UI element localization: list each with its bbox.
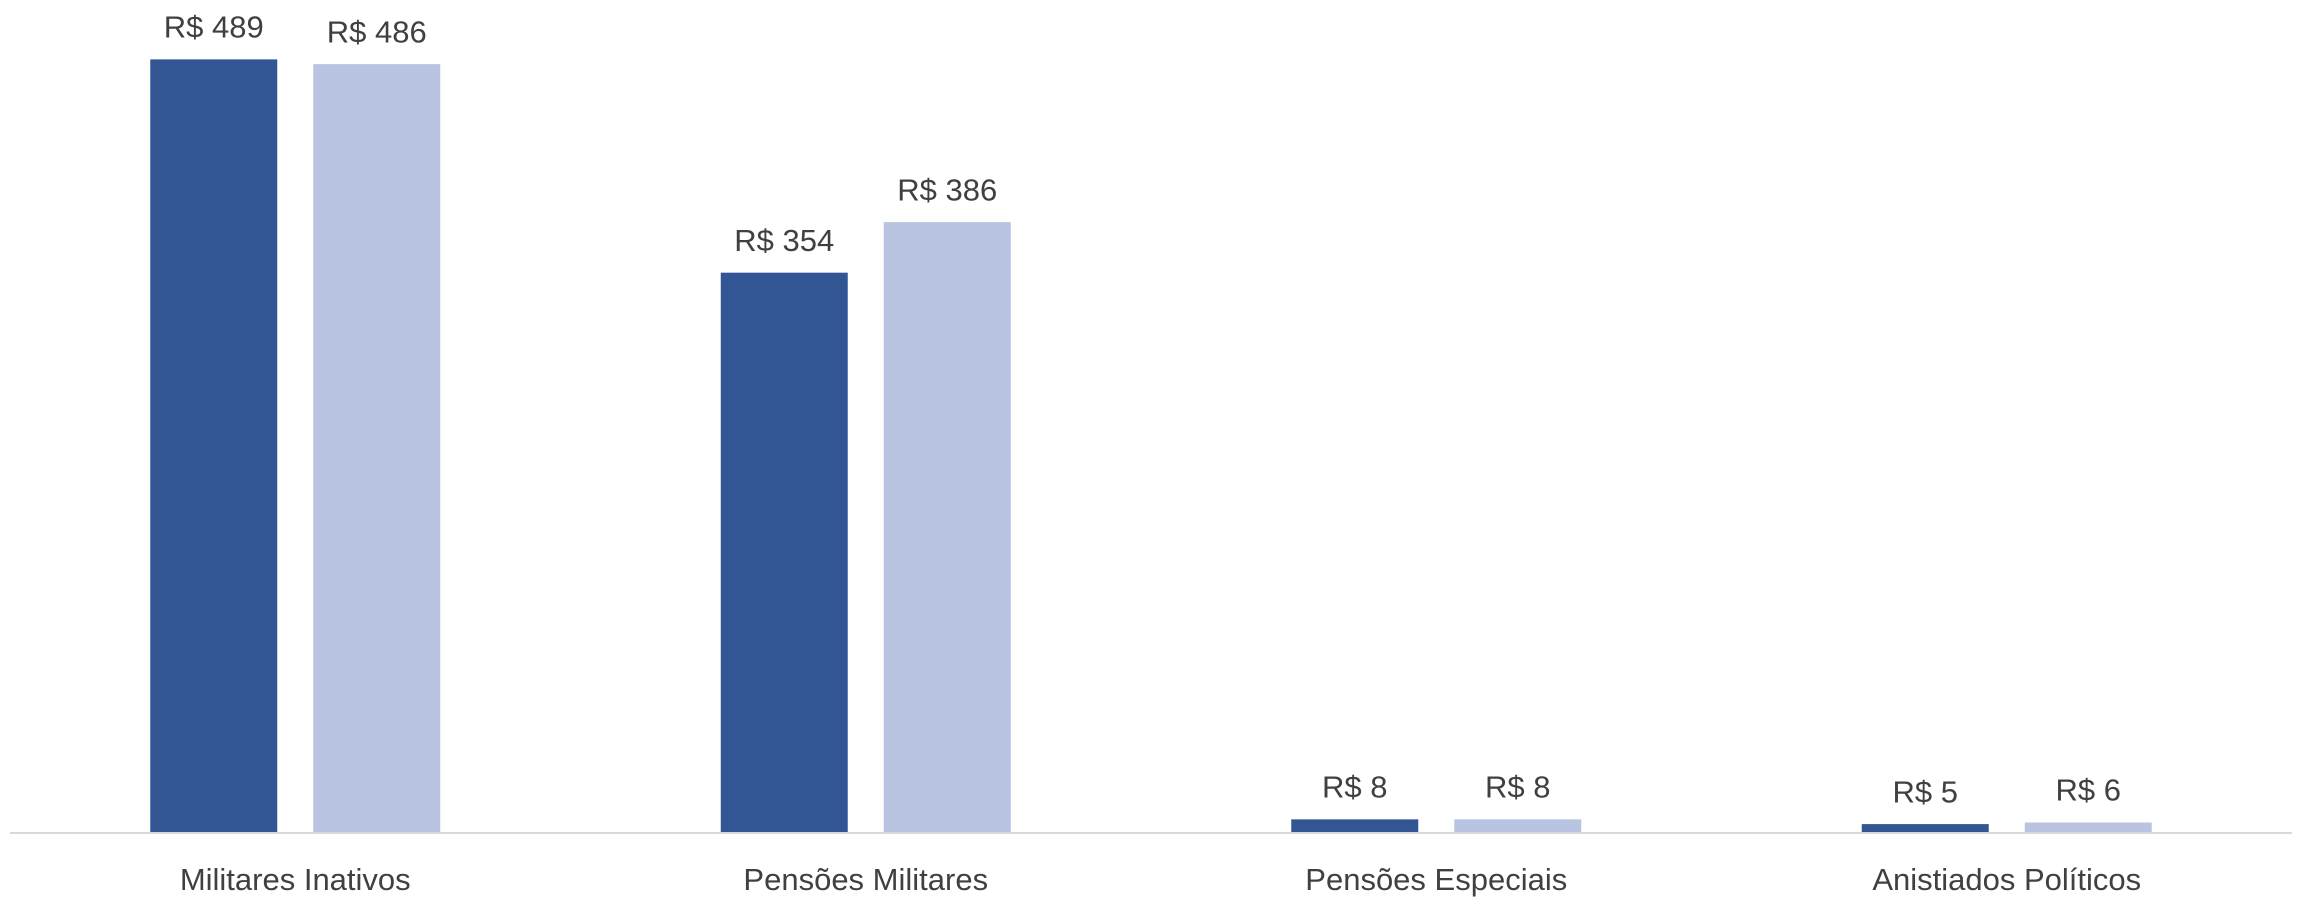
x-tick-label: Pensões Especiais [1305,862,1567,897]
bar [1861,824,1989,832]
data-label: R$ 386 [897,172,997,207]
data-label: R$ 8 [1322,770,1387,805]
x-tick-label: Anistiados Políticos [1872,862,2141,897]
data-label: R$ 489 [164,10,264,45]
x-tick-label: Pensões Militares [743,862,988,897]
bar [313,64,441,833]
data-label: R$ 486 [327,14,427,49]
x-tick-label: Militares Inativos [180,862,411,897]
bar [1454,819,1582,832]
data-label: R$ 8 [1485,770,1550,805]
data-label: R$ 354 [734,223,834,258]
bar [883,222,1011,832]
bar [2024,822,2152,832]
bar [150,59,278,832]
bar [720,272,848,832]
bar [1291,819,1419,832]
data-label: R$ 6 [2056,773,2121,808]
data-label: R$ 5 [1893,774,1958,809]
